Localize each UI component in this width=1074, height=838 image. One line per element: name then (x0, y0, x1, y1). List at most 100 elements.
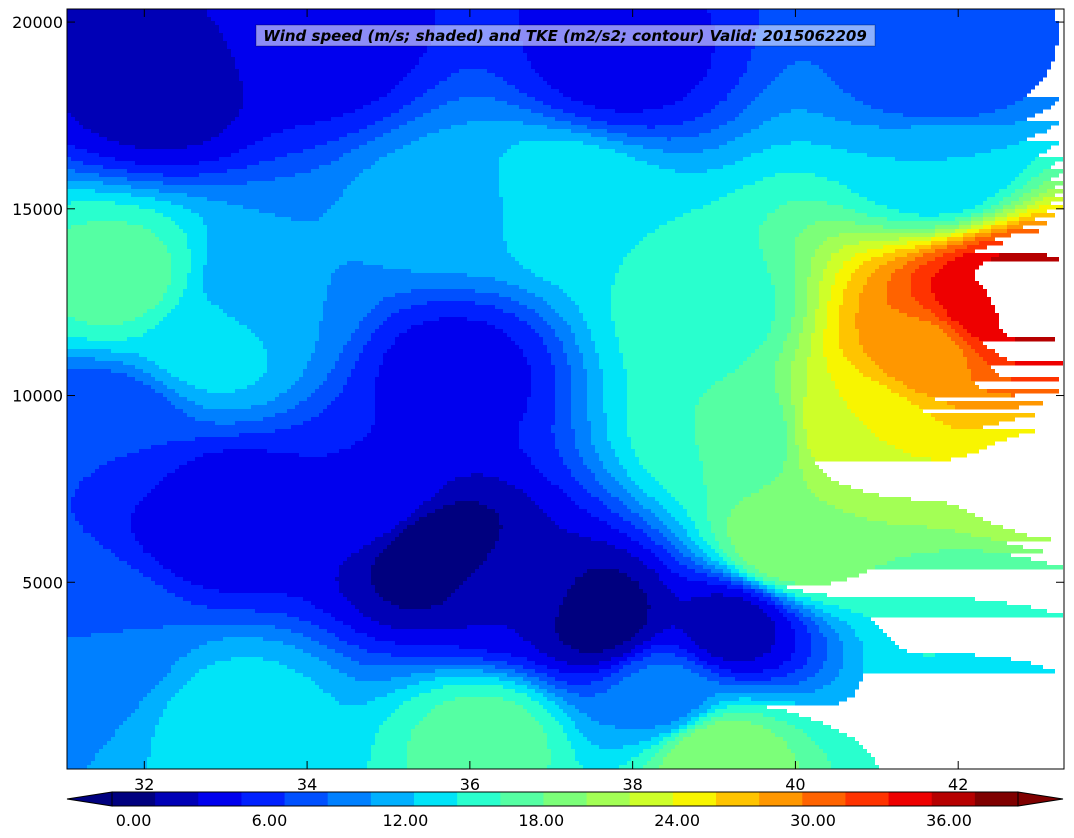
field-cell (711, 17, 759, 22)
field-cell (607, 521, 631, 526)
field-cell (215, 661, 279, 666)
field-cell (611, 289, 775, 294)
field-cell (695, 413, 783, 418)
field-cell (631, 553, 655, 558)
field-cell (807, 277, 823, 282)
field-cell (67, 673, 167, 678)
field-cell (191, 257, 207, 262)
field-cell (499, 513, 547, 518)
field-cell (839, 269, 855, 274)
field-cell (755, 37, 1059, 42)
field-cell (763, 581, 775, 586)
field-cell (827, 657, 843, 662)
field-cell (571, 377, 587, 382)
field-cell (67, 77, 239, 82)
field-cell (963, 209, 983, 214)
field-cell (147, 493, 435, 498)
field-cell (799, 761, 831, 766)
field-cell (207, 257, 515, 262)
field-cell (239, 433, 367, 438)
field-cell (311, 393, 339, 398)
field-cell (607, 541, 639, 546)
field-cell (679, 725, 687, 730)
field-cell (515, 485, 559, 490)
field-cell (703, 149, 763, 154)
field-cell (467, 625, 507, 630)
field-cell (863, 261, 887, 266)
field-cell (199, 161, 259, 166)
field-cell (183, 229, 207, 234)
field-cell (791, 749, 823, 754)
field-cell (339, 357, 359, 362)
field-cell (67, 389, 155, 394)
colorbar-tick-label: 30.00 (790, 811, 836, 830)
field-cell (483, 473, 543, 478)
field-cell (691, 637, 775, 642)
field-cell (539, 685, 555, 690)
field-cell (191, 253, 207, 258)
field-cell (339, 637, 375, 642)
field-cell (203, 265, 339, 270)
field-cell (759, 93, 851, 98)
field-cell (499, 157, 635, 162)
field-cell (383, 117, 415, 122)
field-cell (843, 665, 863, 670)
field-cell (223, 637, 263, 642)
field-cell (383, 297, 511, 302)
field-cell (379, 301, 427, 306)
field-cell (155, 325, 247, 330)
field-cell (907, 385, 979, 390)
field-cell (367, 141, 411, 146)
field-cell (1003, 205, 1015, 210)
field-cell (895, 269, 915, 274)
field-cell (671, 553, 683, 558)
field-cell (279, 661, 327, 666)
field-cell (583, 361, 599, 366)
field-cell (639, 485, 663, 490)
field-cell (199, 213, 275, 218)
field-cell (851, 409, 923, 414)
field-cell (375, 161, 499, 166)
field-cell (843, 289, 863, 294)
field-cell (807, 357, 827, 362)
field-cell (263, 657, 319, 662)
field-cell (699, 133, 743, 138)
field-cell (703, 77, 739, 82)
field-cell (827, 621, 847, 626)
field-cell (471, 473, 483, 478)
field-cell (827, 501, 947, 506)
field-cell (795, 289, 807, 294)
field-cell (447, 101, 507, 106)
field-cell (375, 397, 527, 402)
field-cell (443, 485, 515, 490)
field-cell (647, 601, 751, 606)
field-cell (311, 169, 363, 174)
field-cell (811, 633, 823, 638)
field-cell (659, 165, 723, 170)
field-cell (627, 405, 695, 410)
field-cell (807, 429, 871, 434)
field-cell (623, 261, 767, 266)
field-cell (383, 265, 523, 270)
field-cell (67, 381, 143, 386)
field-cell (575, 429, 591, 434)
field-cell (799, 617, 811, 622)
field-cell (67, 625, 163, 630)
field-cell (67, 681, 159, 686)
field-cell (551, 517, 599, 522)
field-cell (711, 717, 775, 722)
field-cell (419, 517, 499, 522)
field-cell (775, 305, 795, 310)
field-cell (319, 329, 355, 334)
field-cell (163, 677, 191, 682)
field-cell (383, 321, 423, 326)
field-cell (79, 521, 131, 526)
field-cell (795, 409, 803, 414)
field-cell (735, 117, 771, 122)
field-cell (711, 53, 751, 58)
field-cell (547, 477, 575, 482)
field-cell (71, 201, 115, 206)
field-cell (795, 413, 803, 418)
field-cell (759, 241, 795, 246)
field-cell (435, 13, 519, 18)
